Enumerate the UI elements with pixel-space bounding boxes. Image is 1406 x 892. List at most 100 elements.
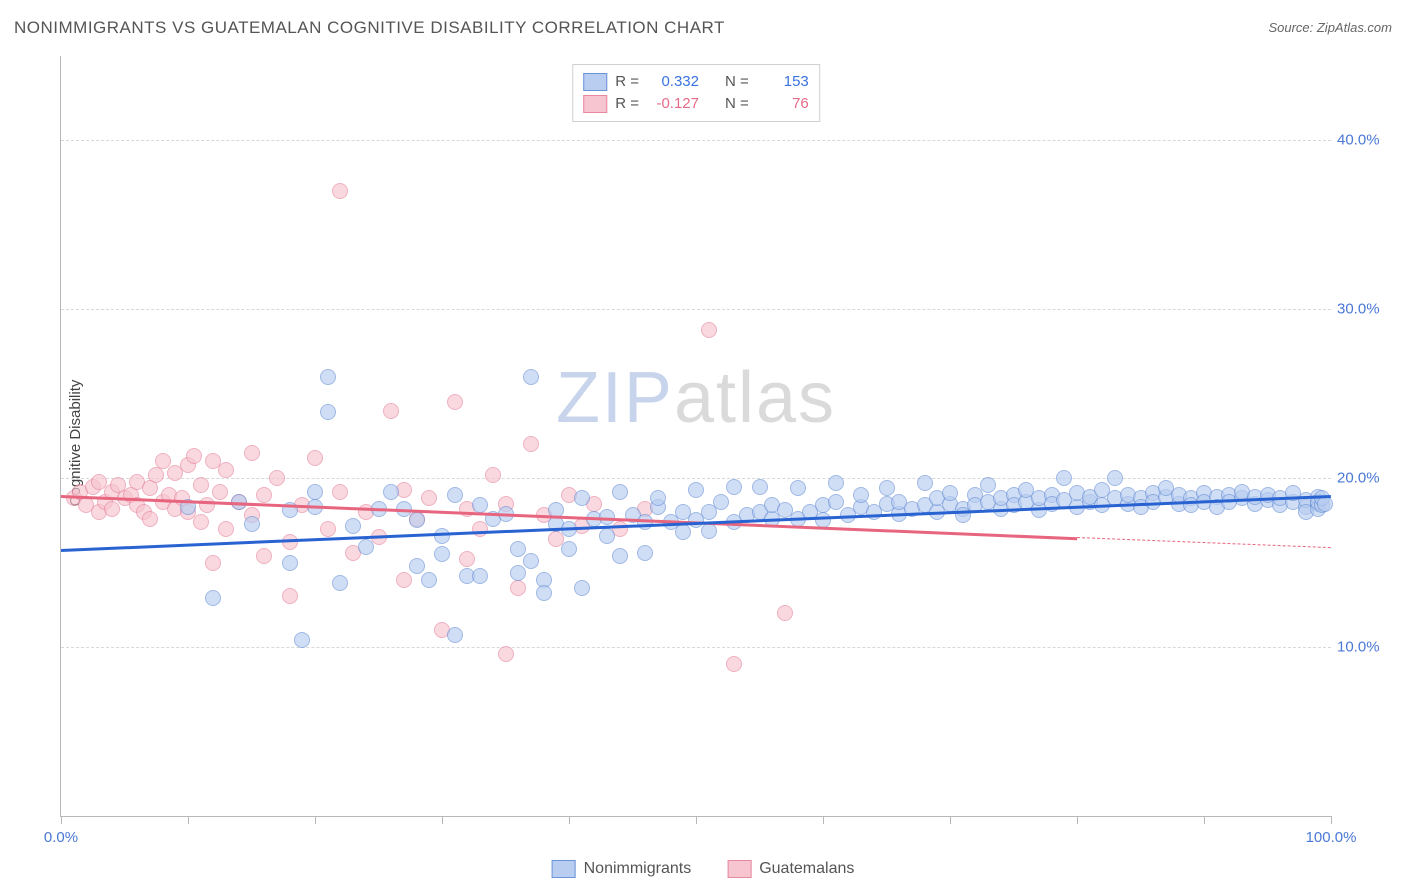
source-label: Source: <box>1268 20 1316 35</box>
x-tick <box>1077 816 1078 824</box>
source-name: ZipAtlas.com <box>1317 20 1392 35</box>
data-point <box>828 475 844 491</box>
x-tick <box>950 816 951 824</box>
legend-swatch <box>583 95 607 113</box>
x-tick <box>823 816 824 824</box>
r-label: R = <box>615 71 639 93</box>
data-point <box>205 590 221 606</box>
data-point <box>726 479 742 495</box>
stats-legend-box: R =0.332N =153R =-0.127N =76 <box>572 64 820 122</box>
data-point <box>345 518 361 534</box>
data-point <box>307 484 323 500</box>
data-point <box>212 484 228 500</box>
gridline <box>61 140 1331 141</box>
data-point <box>320 521 336 537</box>
legend-label: Guatemalans <box>759 860 854 878</box>
data-point <box>421 490 437 506</box>
n-label: N = <box>725 71 749 93</box>
bottom-legend: Nonimmigrants Guatemalans <box>552 860 855 878</box>
data-point <box>256 487 272 503</box>
x-tick <box>188 816 189 824</box>
data-point <box>358 539 374 555</box>
x-tick-label: 100.0% <box>1306 829 1357 846</box>
r-value: -0.127 <box>647 93 699 115</box>
data-point <box>383 403 399 419</box>
data-point <box>536 585 552 601</box>
n-value: 76 <box>757 93 809 115</box>
data-point <box>244 445 260 461</box>
data-point <box>447 627 463 643</box>
data-point <box>637 514 653 530</box>
legend-swatch <box>552 860 576 878</box>
plot-area: ZIPatlas R =0.332N =153R =-0.127N =76 10… <box>60 56 1331 817</box>
data-point <box>332 484 348 500</box>
data-point <box>142 511 158 527</box>
data-point <box>574 580 590 596</box>
data-point <box>942 485 958 501</box>
data-point <box>523 553 539 569</box>
data-point <box>193 477 209 493</box>
watermark-atlas: atlas <box>674 358 836 438</box>
legend-label: Nonimmigrants <box>584 860 692 878</box>
data-point <box>421 572 437 588</box>
data-point <box>434 546 450 562</box>
legend-swatch <box>583 73 607 91</box>
data-point <box>485 467 501 483</box>
data-point <box>1056 470 1072 486</box>
watermark: ZIPatlas <box>556 357 836 439</box>
stats-row: R =0.332N =153 <box>583 71 809 93</box>
data-point <box>282 588 298 604</box>
data-point <box>510 580 526 596</box>
data-point <box>650 490 666 506</box>
data-point <box>447 487 463 503</box>
data-point <box>332 183 348 199</box>
legend-swatch <box>727 860 751 878</box>
data-point <box>726 656 742 672</box>
data-point <box>879 480 895 496</box>
gridline <box>61 478 1331 479</box>
data-point <box>980 477 996 493</box>
data-point <box>498 646 514 662</box>
data-point <box>307 450 323 466</box>
data-point <box>218 462 234 478</box>
data-point <box>599 528 615 544</box>
data-point <box>713 494 729 510</box>
data-point <box>853 487 869 503</box>
y-tick-label: 20.0% <box>1337 470 1393 487</box>
data-point <box>332 575 348 591</box>
chart-title: NONIMMIGRANTS VS GUATEMALAN COGNITIVE DI… <box>14 18 725 37</box>
y-tick-label: 40.0% <box>1337 132 1393 149</box>
data-point <box>205 555 221 571</box>
data-point <box>186 448 202 464</box>
data-point <box>828 494 844 510</box>
watermark-zip: ZIP <box>556 358 674 438</box>
data-point <box>675 524 691 540</box>
x-tick <box>61 816 62 824</box>
data-point <box>777 605 793 621</box>
data-point <box>155 453 171 469</box>
data-point <box>409 512 425 528</box>
data-point <box>472 568 488 584</box>
r-label: R = <box>615 93 639 115</box>
trend-line <box>1077 537 1331 548</box>
x-tick <box>1331 816 1332 824</box>
data-point <box>282 555 298 571</box>
stats-row: R =-0.127N =76 <box>583 93 809 115</box>
r-value: 0.332 <box>647 71 699 93</box>
data-point <box>320 404 336 420</box>
legend-item: Guatemalans <box>727 860 854 878</box>
data-point <box>320 369 336 385</box>
data-point <box>447 394 463 410</box>
data-point <box>612 484 628 500</box>
data-point <box>244 516 260 532</box>
data-point <box>561 541 577 557</box>
data-point <box>459 551 475 567</box>
data-point <box>701 523 717 539</box>
chart-container: Cognitive Disability ZIPatlas R =0.332N … <box>14 48 1392 838</box>
data-point <box>396 572 412 588</box>
data-point <box>612 548 628 564</box>
data-point <box>199 497 215 513</box>
data-point <box>218 521 234 537</box>
data-point <box>269 470 285 486</box>
data-point <box>434 528 450 544</box>
